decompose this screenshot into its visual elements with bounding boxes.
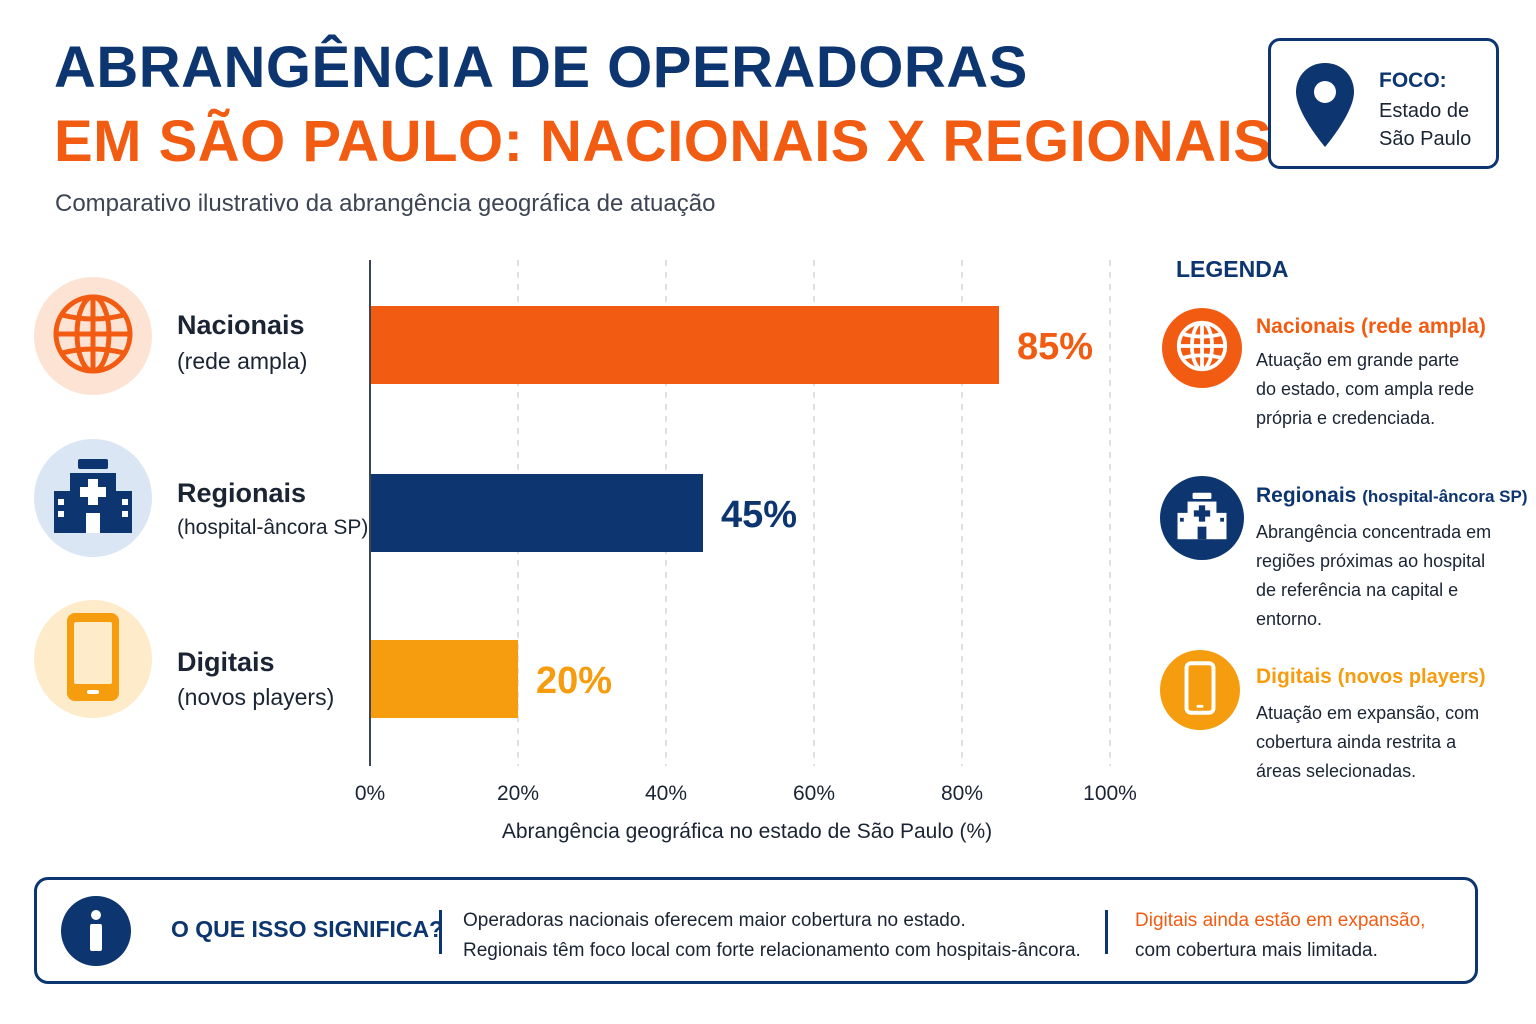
category-regionais-badge [34, 439, 152, 557]
category-digitais-sub: (novos players) [177, 684, 335, 710]
category-nacionais-name: Nacionais [177, 310, 305, 340]
legend-regionais-head-small: (hospital-âncora SP) [1362, 487, 1528, 506]
smartphone-icon [1183, 660, 1217, 720]
focus-box: FOCO: Estado de São Paulo [1268, 38, 1499, 169]
category-digitais-badge [34, 600, 152, 718]
focus-line1: Estado de [1379, 100, 1470, 122]
category-nacionais-badge [34, 277, 152, 395]
x-tick-label: 100% [1083, 782, 1137, 805]
legend-regionais-text: Abrangência concentrada em regiões próxi… [1256, 518, 1516, 634]
legend-line: Atuação em grande parte [1256, 350, 1460, 370]
x-tick-label: 60% [793, 782, 835, 805]
info-text-digital: Digitais ainda estão em expansão, com co… [1135, 906, 1425, 966]
info-question: O QUE ISSO SIGNIFICA? [171, 916, 444, 942]
hospital-icon [1175, 489, 1229, 548]
category-digitais-name: Digitais [177, 647, 275, 677]
legend-line: entorno. [1256, 609, 1323, 629]
legend-nacionais-badge [1162, 308, 1242, 388]
legend-nacionais-text: Atuação em grande parte do estado, com a… [1256, 346, 1516, 433]
info-box: O QUE ISSO SIGNIFICA? Operadoras naciona… [34, 877, 1478, 984]
info-line: com cobertura mais limitada. [1135, 940, 1378, 961]
x-tick-label: 0% [355, 782, 385, 805]
category-regionais-name: Regionais [177, 478, 307, 508]
page-title-line1: ABRANGÊNCIA DE OPERADORAS [54, 35, 1028, 100]
globe-icon [1175, 319, 1229, 378]
focus-label: FOCO: [1379, 69, 1447, 92]
legend-line: cobertura ainda restrita a [1256, 732, 1457, 752]
bar-value-label: 45% [721, 494, 797, 536]
legend-line: própria e credenciada. [1256, 408, 1436, 428]
x-axis-label: Abrangência geográfica no estado de São … [502, 820, 992, 843]
page-title-line2: EM SÃO PAULO: NACIONAIS X REGIONAIS [54, 109, 1273, 174]
bar-value-label: 85% [1017, 326, 1093, 368]
info-text-main: Operadoras nacionais oferecem maior cobe… [463, 906, 1081, 966]
bar-2 [370, 640, 518, 718]
hospital-icon [50, 453, 136, 544]
info-line-highlight: Digitais ainda estão em expansão, [1135, 910, 1426, 931]
info-divider [1105, 910, 1108, 954]
info-line: Operadoras nacionais oferecem maior cobe… [463, 910, 966, 931]
legend-regionais-badge [1160, 476, 1244, 560]
legend-regionais-head-main: Regionais [1256, 484, 1357, 507]
x-tick-label: 40% [645, 782, 687, 805]
coverage-bar-chart: 85% 45% 20% 0% 20% 40% 60% 80% 100% Abrangência g… [355, 260, 1137, 843]
legend-digitais-head-small: (novos players) [1337, 666, 1486, 688]
map-pin-icon [1293, 61, 1357, 156]
legend-line: Atuação em expansão, com [1256, 703, 1480, 723]
legend-line: de referência na capital e [1256, 580, 1459, 600]
legend-line: do estado, com ampla rede [1256, 379, 1475, 399]
bar-value-label: 20% [536, 660, 612, 702]
legend-title: LEGENDA [1176, 256, 1289, 282]
bar-0 [370, 306, 999, 384]
legend-nacionais-head: Nacionais (rede ampla) [1256, 315, 1486, 338]
smartphone-icon [63, 609, 123, 710]
focus-line2: São Paulo [1379, 128, 1472, 150]
info-divider [439, 910, 442, 954]
globe-icon [50, 291, 136, 382]
legend-digitais-text: Atuação em expansão, com cobertura ainda… [1256, 699, 1516, 786]
focus-text: Estado de São Paulo [1379, 97, 1489, 153]
x-tick-label: 80% [941, 782, 983, 805]
legend-line: regiões próximas ao hospital [1256, 551, 1486, 571]
legend-digitais-head: Digitais (novos players) [1256, 665, 1486, 689]
page-subtitle: Comparativo ilustrativo da abrangência g… [55, 190, 716, 217]
info-icon [61, 896, 131, 966]
bar-1 [370, 474, 703, 552]
legend-digitais-head-main: Digitais [1256, 665, 1332, 688]
x-tick-label: 20% [497, 782, 539, 805]
category-nacionais-sub: (rede ampla) [177, 348, 308, 374]
legend-regionais-head: Regionais (hospital-âncora SP) [1256, 484, 1528, 508]
legend-line: áreas selecionadas. [1256, 761, 1417, 781]
category-regionais-sub: (hospital-âncora SP) [177, 516, 369, 539]
legend-digitais-badge [1160, 650, 1240, 730]
info-line: Regionais têm foco local com forte relac… [463, 940, 1081, 961]
legend-line: Abrangência concentrada em [1256, 522, 1492, 542]
